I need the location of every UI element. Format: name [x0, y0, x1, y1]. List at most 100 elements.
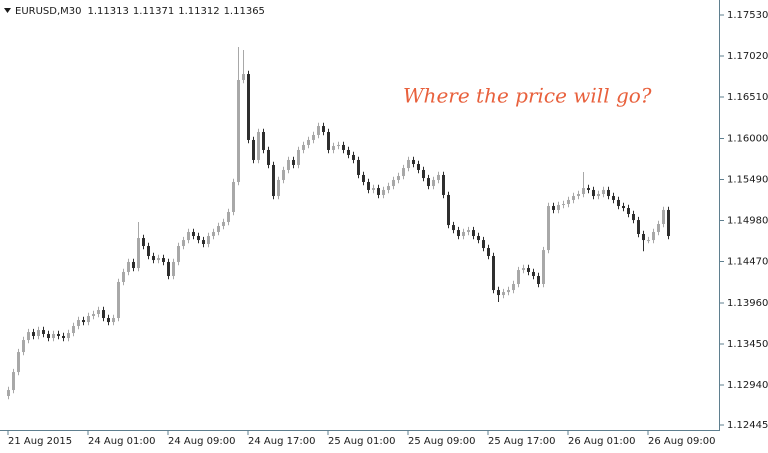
x-tick-label: 26 Aug 09:00	[648, 436, 715, 447]
y-tick-label: 1.16000	[727, 133, 768, 144]
candle-body	[392, 179, 395, 187]
candle-body	[347, 149, 350, 155]
candle-body	[657, 223, 660, 232]
header-value: 1.11312	[178, 6, 219, 17]
candle-body	[72, 325, 75, 334]
candle-body	[472, 230, 475, 237]
x-tick-label: 26 Aug 01:00	[568, 436, 635, 447]
candle-body	[127, 261, 130, 272]
candle-body	[372, 188, 375, 190]
x-tick-label: 24 Aug 01:00	[88, 436, 155, 447]
candle-body	[112, 318, 115, 323]
candle-body	[157, 258, 160, 261]
candle-body	[277, 179, 280, 197]
candle-body	[257, 131, 260, 160]
candle-body	[377, 188, 380, 195]
candle-body	[62, 335, 65, 339]
candle-body	[302, 144, 305, 150]
candle-body	[27, 332, 30, 341]
candle-body	[297, 149, 300, 165]
candle-body	[492, 256, 495, 291]
candle-body	[272, 164, 275, 197]
candle-body	[367, 181, 370, 190]
candle-body	[487, 248, 490, 257]
candle-body	[152, 256, 155, 261]
symbol: EURUSD,M30	[15, 6, 81, 17]
menu-arrow[interactable]	[4, 8, 11, 13]
candle-body	[667, 209, 670, 237]
candle-body	[287, 159, 290, 170]
candle-body	[32, 332, 35, 336]
candle-body	[42, 330, 45, 334]
candle-body	[542, 250, 545, 284]
candle-body	[327, 131, 330, 150]
candle-body	[7, 390, 10, 396]
candle-body	[362, 174, 365, 182]
candle-body	[137, 238, 140, 269]
candle-body	[422, 169, 425, 179]
candle-body	[97, 310, 100, 314]
candle-body	[182, 240, 185, 247]
candle-body	[242, 74, 245, 80]
candle-body	[587, 188, 590, 190]
candle-body	[582, 188, 585, 195]
candle-body	[592, 189, 595, 197]
candle-body	[67, 333, 70, 339]
candle-body	[322, 126, 325, 132]
candle-body	[622, 206, 625, 209]
candle-body	[467, 230, 470, 232]
candle-body	[252, 139, 255, 160]
candle-body	[202, 240, 205, 244]
candle-body	[627, 208, 630, 215]
candle-body	[357, 159, 360, 175]
candle-body	[267, 149, 270, 165]
y-tick-label: 1.15490	[727, 174, 768, 185]
candle-body	[307, 139, 310, 145]
candle-body	[142, 238, 145, 247]
candle-body	[602, 189, 605, 195]
x-tick-label: 25 Aug 09:00	[408, 436, 475, 447]
y-tick-label: 1.12445	[727, 420, 768, 431]
candle-body	[567, 199, 570, 205]
candle-body	[237, 79, 240, 182]
header-value: 1.11371	[133, 6, 174, 17]
candle-body	[527, 268, 530, 272]
candle-body	[82, 320, 85, 323]
candle-body	[122, 271, 125, 282]
candle-body	[77, 320, 80, 326]
candle-body	[577, 194, 580, 197]
candle-body	[402, 168, 405, 177]
candle-body	[517, 270, 520, 284]
candle-body	[507, 290, 510, 293]
annotation: Where the price will go?	[403, 84, 652, 108]
header-value: 1.11365	[224, 6, 265, 17]
candle-body	[312, 134, 315, 140]
candle-body	[172, 261, 175, 277]
candle-body	[162, 258, 165, 262]
candle-body	[107, 318, 110, 323]
candle-body	[37, 330, 40, 336]
candle-body	[207, 236, 210, 244]
candle-body	[482, 240, 485, 249]
x-tick-label: 25 Aug 01:00	[328, 436, 395, 447]
candle-body	[232, 181, 235, 212]
y-tick-label: 1.16510	[727, 92, 768, 103]
candle-body	[47, 333, 50, 339]
y-tick-label: 1.12940	[727, 380, 768, 391]
y-tick-label: 1.13960	[727, 298, 768, 309]
candle-body	[662, 209, 665, 224]
candle-body	[522, 268, 525, 271]
candle-body	[427, 178, 430, 187]
candle-body	[192, 231, 195, 237]
candle-body	[437, 174, 440, 180]
candle-body	[597, 194, 600, 197]
candle-body	[452, 225, 455, 231]
candle-body	[17, 352, 20, 373]
y-tick-label: 1.17530	[727, 10, 768, 21]
candle-body	[332, 146, 335, 150]
candle-body	[512, 283, 515, 291]
candle-body	[407, 159, 410, 169]
candle-body	[222, 221, 225, 227]
candle-body	[147, 246, 150, 257]
